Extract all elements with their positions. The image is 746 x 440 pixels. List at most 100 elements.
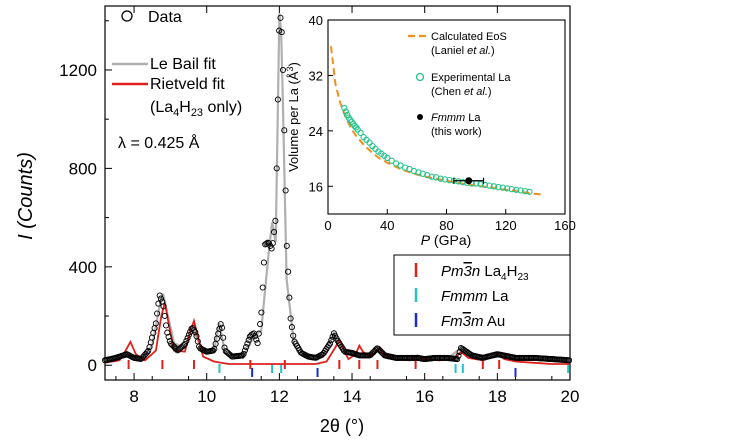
legend-rietveld-label: Rietveld fit [150,76,225,93]
data-point [454,356,461,363]
data-point [272,217,279,224]
legend-lebail-label: Le Bail fit [150,56,216,73]
data-point [183,337,190,344]
data-point [290,332,297,339]
xrd-x-axis-label: 2θ (°) [320,416,364,436]
xrd-x-tick-label: 20 [561,387,580,406]
data-point [269,240,276,247]
data-point [283,242,290,249]
inset-y-axis-label: Volume per La (Å3) [285,62,301,172]
xrd-y-axis-label: I (Counts) [15,152,37,240]
phase-legend: Pm3n La4H23 Fmmm La Fm3m Au [393,254,571,336]
data-point [162,322,170,329]
data-point [180,342,187,349]
inset-legend-exp-label: Experimental La [431,72,511,84]
data-point [278,29,285,36]
data-point [143,349,151,356]
data-point [157,295,164,302]
data-point [210,347,217,354]
data-point [260,259,267,266]
eos-experimental-point [341,104,348,112]
eos-experimental-point [508,185,515,193]
phase-legend-au-label: Fm3m Au [441,313,505,330]
inset-y-tick-label: 24 [309,124,323,139]
data-point [258,309,265,316]
data-point [327,340,334,347]
eos-experimental-point [504,185,511,192]
inset-legend-eos-citation: (Laniel et al.) [431,45,495,57]
data-point [221,344,228,351]
data-point [244,340,251,347]
xrd-plot-frame [104,5,571,381]
xrd-axis-ticks [105,6,571,380]
data-point [243,343,250,351]
data-point [217,321,224,328]
eos-experimental-point [357,129,364,137]
inset-x-tick-label: 160 [554,218,576,233]
legend-data-marker [121,10,133,22]
xrd-x-tick-label: 14 [343,387,362,406]
data-point [287,315,294,322]
xrd-series [101,13,573,365]
legend-la4h23-only: (La4H23 only) [150,99,242,119]
inset-x-tick-label: 120 [495,218,517,233]
data-point [259,284,266,291]
inset-x-tick-label: 40 [380,218,394,233]
inset-tick-labels: 0 40 80 120 160 16 24 32 40 [309,13,576,233]
data-point [279,66,287,74]
xrd-y-tick-label: 0 [88,356,97,375]
inset-x-axis-label: P (GPa) [421,232,472,248]
data-point [245,337,252,344]
eos-experimental-point [459,178,466,186]
data-point [154,310,161,317]
data-point [241,347,248,354]
data-point [239,352,246,359]
data-point [182,340,189,347]
inset-axis-ticks [327,19,566,214]
eos-experimental-point [437,175,444,182]
data-point [160,303,167,310]
inset-legend-fmmm-label: Fmmm La [431,112,481,124]
data-point [145,347,152,354]
eos-experimental-point [384,154,391,162]
data-point [277,14,284,21]
inset-y-tick-label: 16 [309,179,323,194]
data-point [156,292,163,299]
eos-experimental-point [477,181,484,188]
inset-legend-fmmm-note: (this work) [431,126,482,138]
eos-experimental-point [521,187,529,195]
inset-series [330,46,543,196]
data-point [281,127,288,134]
data-point [282,187,289,194]
legend-rietveld-text: Rietveld fit [150,76,225,93]
data-point [161,312,168,319]
inset-x-tick-label: 80 [439,218,453,233]
data-point [254,340,261,347]
xrd-x-tick-label: 16 [415,387,434,406]
eos-experimental-point [455,178,462,185]
wavelength-annotation: λ = 0.425 Å [118,133,200,152]
inset-y-tick-label: 40 [309,13,323,28]
xrd-x-tick-label: 10 [197,387,216,406]
data-point [218,324,226,331]
inset-legend-eos-label: Calculated EoS [431,31,507,43]
eos-experimental-point [428,173,435,180]
eos-experimental-point [446,176,453,184]
xrd-y-tick-label: 400 [69,258,97,277]
legend-data-label: Data [148,9,182,26]
inset-legend-fmmm-swatch [417,114,423,120]
eos-experimental-point [486,182,493,189]
data-point [274,96,281,103]
eos-experimental-point [490,183,498,190]
eos-inset-plot: 0 40 80 120 160 16 24 32 40 P (GPa) Volume per L… [285,13,576,248]
data-point [192,329,199,336]
data-point [184,334,191,341]
xrd-x-tick-label: 18 [488,387,507,406]
xrd-x-tick-label: 12 [270,387,289,406]
phase-legend-la4h23-label: Pm3n La4H23 [441,263,529,283]
data-point [273,165,280,172]
rietveld-fit-line [104,302,570,365]
